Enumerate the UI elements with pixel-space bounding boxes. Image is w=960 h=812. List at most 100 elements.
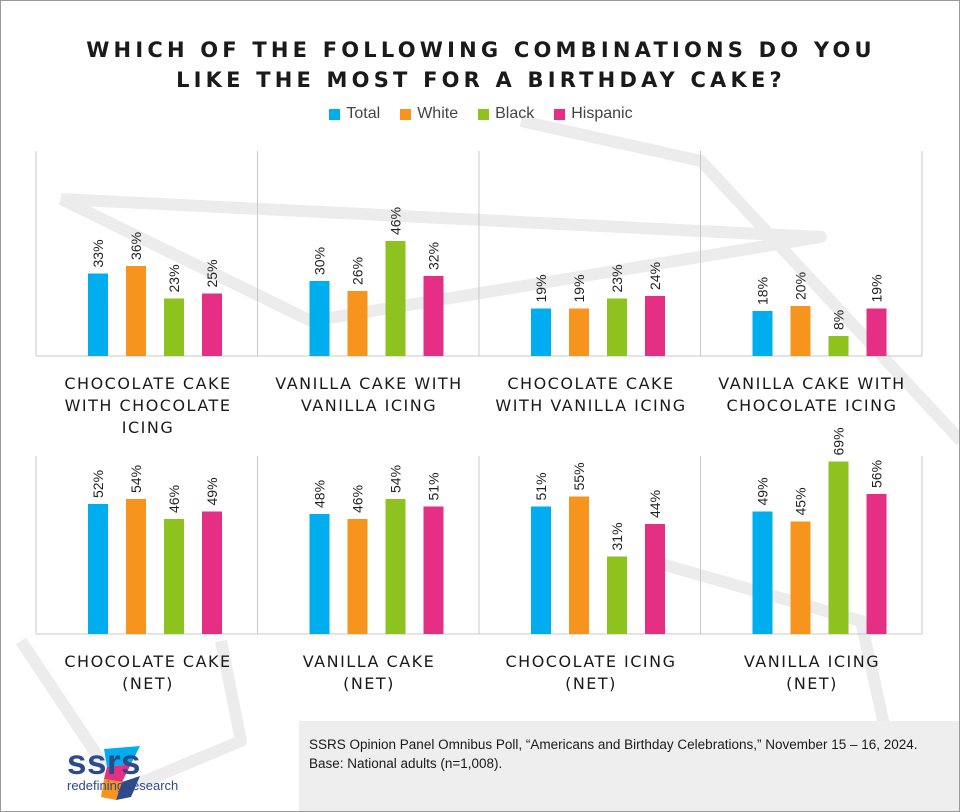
bar-total (88, 273, 108, 356)
category-label-choc-cake-net: CHOCOLATE CAKE (NET) (42, 651, 254, 695)
title-line-2: LIKE THE MOST FOR A BIRTHDAY CAKE? (176, 68, 786, 92)
bar-hispanic (423, 506, 444, 634)
source-box (299, 721, 959, 811)
data-label: 69% (831, 427, 847, 455)
data-label: 23% (166, 264, 182, 292)
source-note: SSRS Opinion Panel Omnibus Poll, “Americ… (309, 735, 949, 773)
bar-black (828, 461, 849, 634)
bar-hispanic (645, 296, 665, 356)
data-label: 20% (793, 272, 809, 300)
category-label-line: (NET) (122, 674, 174, 693)
category-label-line: WITH VANILLA ICING (495, 396, 687, 415)
legend: Total White Black Hispanic (1, 105, 959, 123)
logo-tagline: redefining research (67, 778, 179, 793)
data-label: 51% (533, 472, 549, 500)
data-label: 46% (388, 207, 404, 235)
data-label: 19% (571, 274, 587, 302)
legend-swatch-black (478, 108, 490, 120)
bar-total (309, 281, 330, 356)
category-label-line: CHOCOLATE CAKE (64, 652, 232, 671)
chart-panel: 18% 20% 8% 19% (700, 151, 923, 357)
bar-black (385, 241, 406, 356)
bar-hispanic (202, 293, 222, 356)
source-line-1: SSRS Opinion Panel Omnibus Poll, “Americ… (309, 737, 918, 752)
data-label: 19% (869, 274, 885, 302)
bar-black (607, 556, 627, 634)
data-label: 52% (90, 470, 106, 498)
bar-white (347, 291, 368, 356)
category-label-choc-van: CHOCOLATE CAKE WITH VANILLA ICING (485, 373, 697, 417)
bar-total (88, 504, 108, 634)
legend-label-total: Total (346, 105, 381, 122)
bar-hispanic (423, 276, 444, 356)
category-label-line: VANILLA ICING (300, 396, 438, 415)
bar-total (531, 308, 551, 356)
legend-swatch-white (400, 108, 412, 120)
data-label: 51% (426, 472, 442, 500)
data-label: 30% (312, 247, 328, 275)
logo-wordmark: ssrs (67, 743, 142, 782)
chart-panel: 48% 46% 54% 51% (257, 456, 479, 635)
bar-white (569, 496, 589, 634)
bar-total (752, 511, 773, 634)
category-label-line: CHOCOLATE ICING (726, 396, 898, 415)
data-label: 46% (350, 485, 366, 513)
legend-item-hispanic: Hispanic (554, 105, 633, 123)
bar-white (569, 308, 589, 356)
category-label-line: WITH CHOCOLATE (64, 396, 232, 415)
data-label: 32% (426, 242, 442, 270)
title-line-1: WHICH OF THE FOLLOWING COMBINATIONS DO Y… (86, 38, 876, 62)
bar-hispanic (202, 511, 222, 634)
category-label-van-choc: VANILLA CAKE WITH CHOCOLATE ICING (706, 373, 918, 417)
legend-label-hispanic: Hispanic (571, 105, 633, 122)
legend-swatch-hispanic (554, 108, 566, 120)
data-label: 46% (166, 485, 182, 513)
data-label: 49% (204, 477, 220, 505)
data-label: 54% (128, 465, 144, 493)
chart-panel: 33% 36% 23% 25% (35, 151, 258, 357)
chart-panel: 52% 54% 46% 49% (35, 456, 258, 635)
legend-swatch-total (329, 108, 341, 120)
bar-black (385, 499, 406, 634)
bar-total (752, 311, 773, 356)
data-label: 54% (388, 465, 404, 493)
legend-item-black: Black (478, 105, 534, 123)
category-label-line: ICING (121, 418, 175, 437)
category-label-van-van: VANILLA CAKE WITH VANILLA ICING (263, 373, 475, 417)
chart-panel: 30% 26% 46% 32% (257, 151, 479, 357)
data-label: 48% (312, 480, 328, 508)
bar-hispanic (645, 524, 665, 634)
category-label-line: VANILLA CAKE WITH (275, 374, 463, 393)
data-label: 19% (533, 274, 549, 302)
category-label-line: CHOCOLATE ICING (505, 652, 677, 671)
data-label: 24% (647, 262, 663, 290)
chart-panel: 51% 55% 31% 44% (478, 456, 701, 635)
bar-black (164, 519, 184, 634)
category-label-van-icing-net: VANILLA ICING (NET) (706, 651, 918, 695)
legend-item-white: White (400, 105, 458, 123)
data-label: 8% (831, 310, 847, 330)
category-label-line: CHOCOLATE CAKE (507, 374, 675, 393)
data-label: 18% (755, 277, 771, 305)
chart-panel: 49% 45% 69% 56% (700, 427, 923, 635)
bar-white (126, 266, 146, 356)
chart-panel: 19% 19% 23% 24% (478, 151, 701, 357)
bar-total (531, 506, 551, 634)
category-label-line: VANILLA CAKE (302, 652, 436, 671)
data-label: 33% (90, 239, 106, 267)
data-label: 49% (755, 477, 771, 505)
category-label-line: VANILLA ICING (743, 652, 881, 671)
legend-item-total: Total (329, 105, 380, 123)
bar-white (790, 306, 811, 356)
bar-total (309, 514, 330, 634)
data-label: 56% (869, 460, 885, 488)
data-label: 44% (647, 490, 663, 518)
category-label-choc-icing-net: CHOCOLATE ICING (NET) (485, 651, 697, 695)
data-label: 25% (204, 259, 220, 287)
category-label-choc-choc: CHOCOLATE CAKE WITH CHOCOLATE ICING (42, 373, 254, 439)
category-label-van-cake-net: VANILLA CAKE (NET) (263, 651, 475, 695)
bar-white (347, 519, 368, 634)
category-label-line: (NET) (343, 674, 395, 693)
bar-hispanic (866, 308, 887, 356)
data-label: 55% (571, 462, 587, 490)
